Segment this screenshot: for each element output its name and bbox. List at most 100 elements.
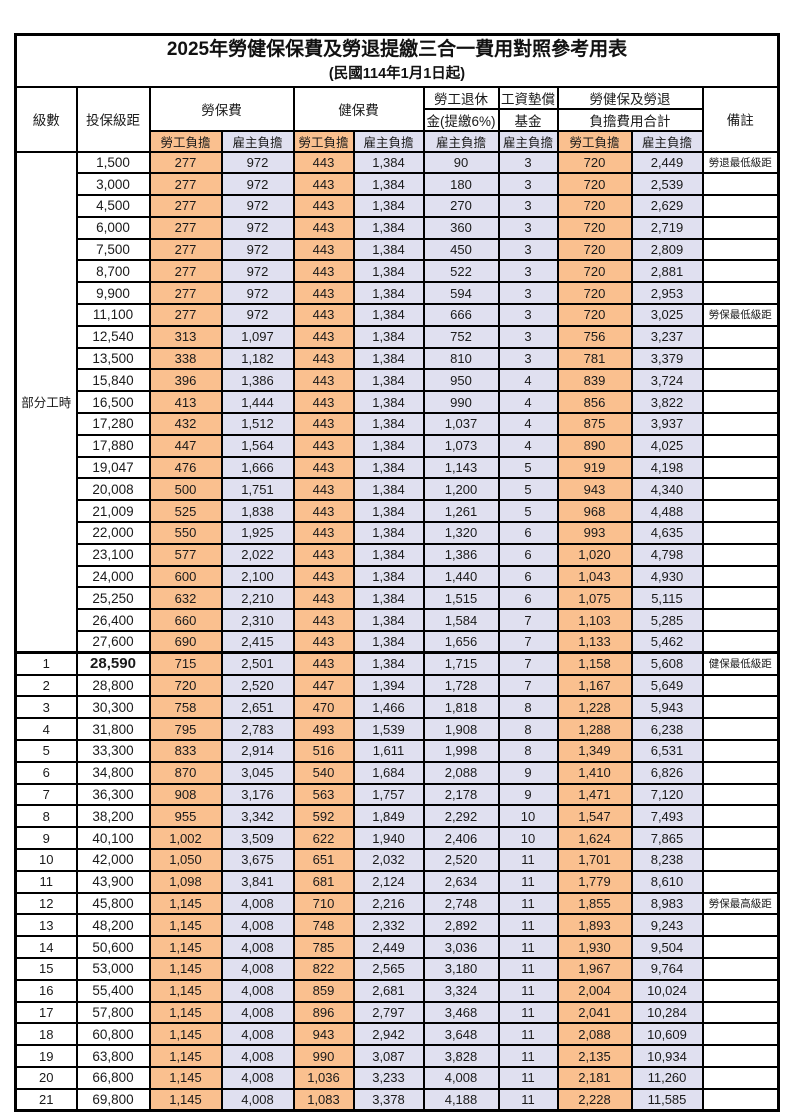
health-employee-cell: 443 [292, 564, 355, 589]
health-employer-cell: 1,684 [352, 760, 425, 785]
labor-employee-cell: 1,145 [148, 978, 223, 1003]
wage-fund-employer-cell: 3 [497, 281, 559, 306]
total-employee-cell: 1,547 [556, 804, 633, 829]
total-employer-cell: 6,238 [630, 717, 704, 742]
wage-fund-employer-cell: 3 [497, 303, 559, 327]
health-employee-cell: 443 [292, 586, 355, 611]
header-total-line1: 勞健保及勞退 [556, 85, 704, 110]
pension-employer-cell: 950 [422, 368, 500, 393]
bracket-cell: 26,400 [75, 608, 151, 633]
bracket-cell: 4,500 [75, 194, 151, 218]
labor-employer-cell: 4,008 [220, 935, 295, 959]
bracket-cell: 34,800 [75, 760, 151, 785]
health-employee-cell: 622 [292, 826, 355, 850]
header-health-insurance: 健保費 [292, 85, 425, 132]
labor-employer-cell: 4,008 [220, 978, 295, 1003]
bracket-cell: 6,000 [75, 215, 151, 240]
labor-employer-cell: 3,841 [220, 869, 295, 894]
table-row: 9,900 277 972 443 1,384 594 3 720 2,953 [16, 281, 780, 306]
health-employee-cell: 443 [292, 455, 355, 480]
level-cell: 19 [14, 1044, 78, 1068]
labor-employer-cell: 3,045 [220, 760, 295, 785]
pension-employer-cell: 1,073 [422, 433, 500, 458]
health-employee-cell: 1,036 [292, 1065, 355, 1090]
part-time-group-cell: 部分工時 [14, 150, 78, 654]
health-employee-cell: 443 [292, 237, 355, 262]
remark-cell [701, 346, 780, 371]
health-employer-cell: 2,032 [352, 848, 425, 872]
health-employer-cell: 1,384 [352, 412, 425, 436]
table-row: 17 57,800 1,145 4,008 896 2,797 3,468 11 2,041 10… [14, 1000, 780, 1025]
total-employer-cell: 8,983 [630, 891, 704, 916]
total-employer-cell: 5,285 [630, 608, 704, 633]
wage-fund-employer-cell: 3 [497, 150, 559, 175]
total-employer-cell: 4,340 [630, 477, 704, 502]
total-employer-cell: 6,826 [630, 760, 704, 785]
health-employee-cell: 896 [292, 1000, 355, 1025]
table-row: 24,000 600 2,100 443 1,384 1,440 6 1,043 4,930 [16, 564, 780, 589]
pension-employer-cell: 3,828 [422, 1044, 500, 1068]
health-employer-cell: 1,384 [352, 281, 425, 306]
remark-cell [701, 172, 780, 197]
bracket-cell: 8,700 [75, 259, 151, 284]
health-employer-cell: 1,539 [352, 717, 425, 742]
labor-employee-cell: 277 [148, 215, 223, 240]
labor-employee-cell: 955 [148, 804, 223, 829]
wage-fund-employer-cell: 11 [497, 1087, 559, 1112]
total-employer-cell: 3,724 [630, 368, 704, 393]
bracket-cell: 45,800 [75, 891, 151, 916]
bracket-cell: 12,540 [75, 324, 151, 349]
wage-fund-employer-cell: 6 [497, 564, 559, 589]
pension-employer-cell: 2,088 [422, 760, 500, 785]
health-employer-cell: 1,757 [352, 782, 425, 807]
bracket-cell: 55,400 [75, 978, 151, 1003]
remark-cell [701, 455, 780, 480]
pension-employer-cell: 450 [422, 237, 500, 262]
table-row: 21 69,800 1,145 4,008 1,083 3,378 4,188 11 2,228… [14, 1087, 780, 1112]
pension-employer-cell: 90 [422, 150, 500, 175]
total-employer-cell: 4,930 [630, 564, 704, 589]
level-cell: 12 [14, 891, 78, 916]
wage-fund-employer-cell: 3 [497, 346, 559, 371]
labor-employer-cell: 972 [220, 150, 295, 175]
wage-fund-employer-cell: 3 [497, 194, 559, 218]
header-remark: 備註 [701, 85, 780, 153]
health-employer-cell: 1,384 [352, 390, 425, 415]
bracket-cell: 63,800 [75, 1044, 151, 1068]
total-employer-cell: 9,504 [630, 935, 704, 959]
total-employee-cell: 1,158 [556, 651, 633, 676]
health-employee-cell: 443 [292, 542, 355, 567]
table-row: 19,047 476 1,666 443 1,384 1,143 5 919 4,198 [16, 455, 780, 480]
total-employer-cell: 6,531 [630, 739, 704, 763]
remark-cell [701, 804, 780, 829]
wage-fund-employer-cell: 11 [497, 956, 559, 981]
bracket-cell: 53,000 [75, 956, 151, 981]
pension-employer-cell: 1,715 [422, 651, 500, 676]
labor-employer-cell: 1,444 [220, 390, 295, 415]
total-employer-cell: 3,237 [630, 324, 704, 349]
level-cell: 1 [14, 651, 78, 676]
pension-employer-cell: 1,200 [422, 477, 500, 502]
table-row: 8,700 277 972 443 1,384 522 3 720 2,881 [16, 259, 780, 284]
total-employer-cell: 2,719 [630, 215, 704, 240]
bracket-cell: 50,600 [75, 935, 151, 959]
table-row: 14 50,600 1,145 4,008 785 2,449 3,036 11 1,930 9,… [14, 935, 780, 959]
total-employer-cell: 4,488 [630, 499, 704, 524]
health-employer-cell: 1,611 [352, 739, 425, 763]
labor-employee-cell: 1,145 [148, 935, 223, 959]
total-employer-cell: 5,608 [630, 651, 704, 676]
wage-fund-employer-cell: 8 [497, 739, 559, 763]
bracket-cell: 31,800 [75, 717, 151, 742]
table-row: 11,100 277 972 443 1,384 666 3 720 3,025 勞保最低級距 [16, 303, 780, 327]
labor-employer-cell: 1,386 [220, 368, 295, 393]
wage-fund-employer-cell: 11 [497, 1022, 559, 1047]
wage-fund-employer-cell: 3 [497, 172, 559, 197]
wage-fund-employer-cell: 11 [497, 1065, 559, 1090]
labor-employee-cell: 758 [148, 695, 223, 720]
health-employer-cell: 1,849 [352, 804, 425, 829]
remark-cell [701, 739, 780, 763]
labor-employer-cell: 2,914 [220, 739, 295, 763]
remark-cell [701, 956, 780, 981]
labor-employer-cell: 3,342 [220, 804, 295, 829]
health-employee-cell: 443 [292, 412, 355, 436]
